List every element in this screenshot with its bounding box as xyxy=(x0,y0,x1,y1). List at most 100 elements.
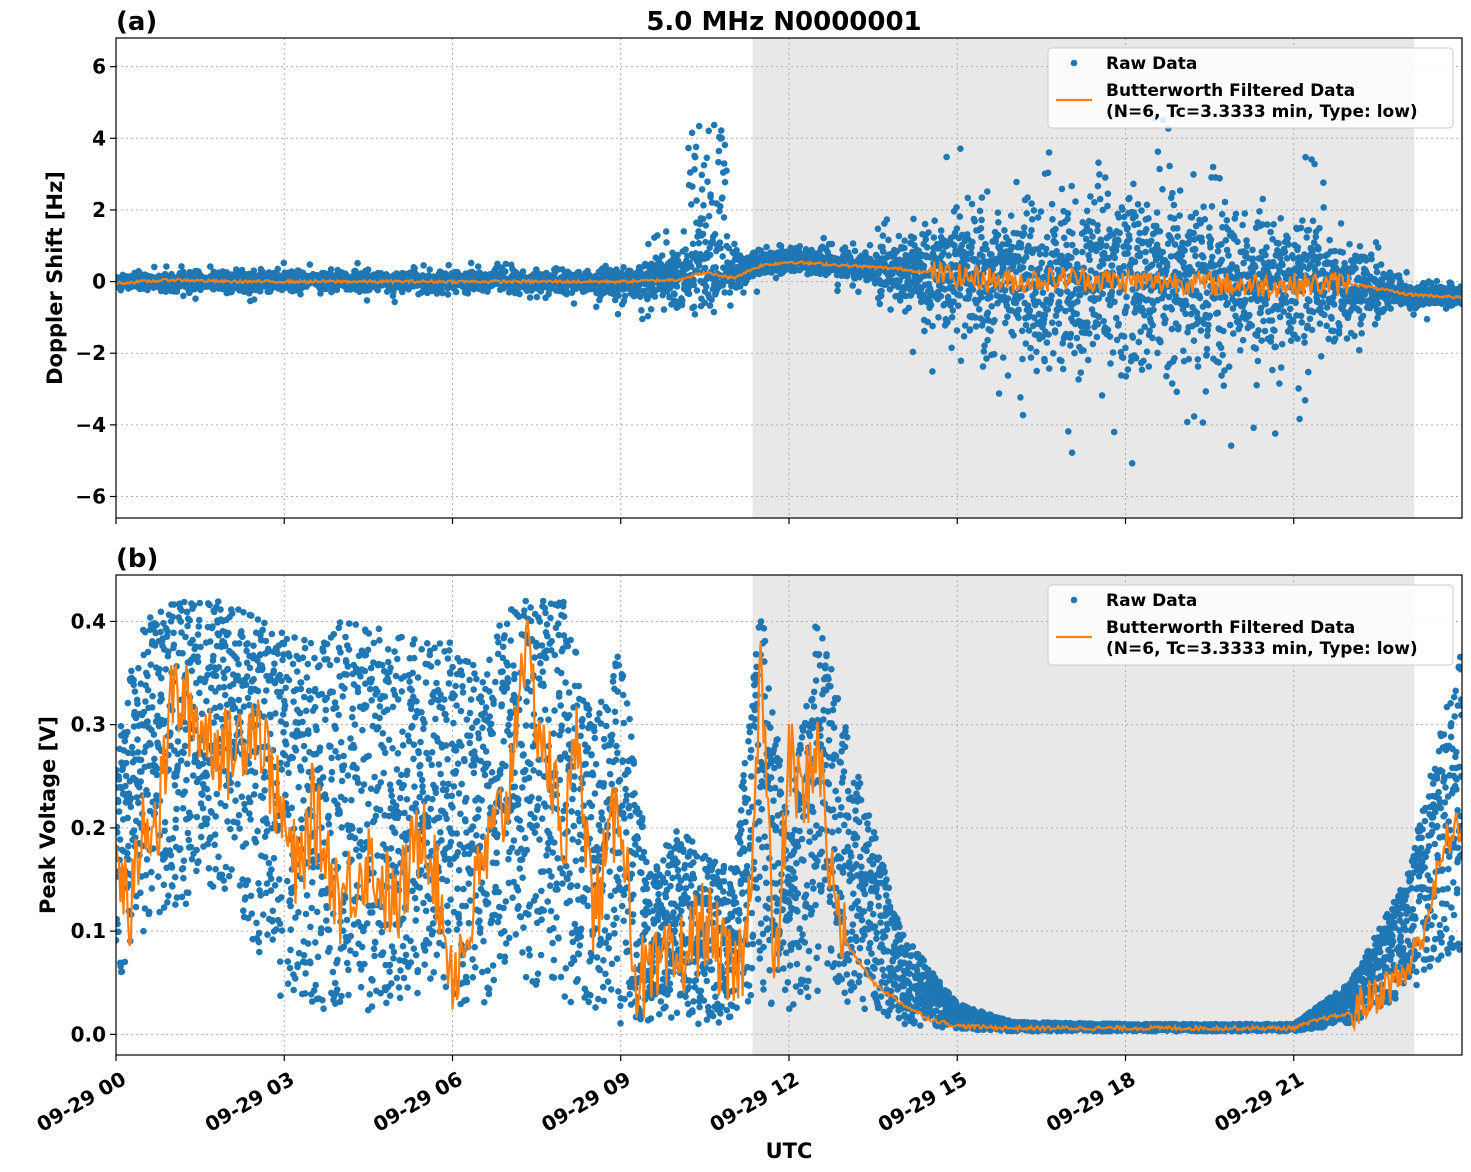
raw-data-point xyxy=(866,241,874,249)
raw-data-point xyxy=(1240,259,1247,267)
raw-data-point xyxy=(723,167,730,174)
raw-data-point xyxy=(1180,347,1187,355)
raw-data-point xyxy=(699,230,707,238)
raw-data-point xyxy=(614,310,622,318)
raw-data-point xyxy=(782,266,790,274)
raw-data-point xyxy=(654,232,661,239)
raw-data-point xyxy=(1199,419,1207,426)
raw-data-point xyxy=(1246,311,1253,319)
raw-data-point xyxy=(1111,254,1119,262)
raw-data-point xyxy=(1330,301,1338,308)
raw-data-point xyxy=(1250,424,1257,432)
raw-data-point xyxy=(990,350,998,358)
raw-data-point xyxy=(1192,252,1199,260)
raw-data-point xyxy=(699,215,707,223)
raw-data-point xyxy=(1041,357,1048,365)
raw-data-point xyxy=(660,306,668,313)
raw-data-point xyxy=(1297,312,1305,320)
raw-data-point xyxy=(1138,366,1146,374)
raw-data-point xyxy=(984,309,992,317)
raw-data-point xyxy=(930,234,938,241)
raw-data-point xyxy=(1071,349,1078,357)
raw-data-point xyxy=(433,290,441,297)
raw-data-point xyxy=(1202,388,1210,395)
raw-data-point xyxy=(719,253,726,260)
raw-data-point xyxy=(1277,215,1284,222)
raw-data-point xyxy=(1323,322,1330,330)
raw-data-point xyxy=(420,262,427,269)
raw-data-point xyxy=(526,294,534,301)
raw-data-point xyxy=(658,252,666,259)
raw-data-point xyxy=(828,240,836,248)
raw-data-point xyxy=(1028,200,1035,207)
raw-data-point xyxy=(1207,236,1215,243)
raw-data-point xyxy=(390,288,397,295)
raw-data-point xyxy=(1252,345,1260,352)
raw-data-point xyxy=(721,289,728,296)
raw-data-point xyxy=(1074,298,1081,305)
raw-data-point xyxy=(620,264,627,271)
raw-data-point xyxy=(1236,322,1244,329)
raw-data-point xyxy=(935,314,942,321)
raw-data-point xyxy=(691,153,699,161)
raw-data-point xyxy=(1028,216,1036,223)
raw-data-point xyxy=(966,326,974,333)
raw-data-point xyxy=(1267,333,1275,341)
raw-data-point xyxy=(1190,171,1197,178)
raw-data-point xyxy=(1106,333,1114,340)
raw-data-point xyxy=(1226,321,1234,329)
raw-data-point xyxy=(1023,210,1030,217)
raw-data-point xyxy=(1328,315,1335,322)
raw-data-point xyxy=(1171,355,1178,362)
raw-data-point xyxy=(920,262,928,270)
raw-data-point xyxy=(851,247,859,255)
raw-data-point xyxy=(1013,178,1020,186)
raw-data-point xyxy=(1351,332,1358,340)
raw-data-point xyxy=(1074,264,1082,271)
raw-data-point xyxy=(1115,320,1122,328)
raw-data-point xyxy=(1093,333,1101,341)
raw-data-point xyxy=(297,290,304,298)
raw-data-point xyxy=(1190,413,1198,420)
raw-data-point xyxy=(1194,363,1202,370)
raw-data-point xyxy=(1194,356,1202,363)
raw-data-point xyxy=(1055,320,1063,328)
raw-data-point xyxy=(921,327,928,335)
raw-data-point xyxy=(1069,230,1076,237)
raw-data-point xyxy=(1038,259,1046,267)
raw-data-point xyxy=(1059,365,1067,373)
raw-data-point xyxy=(1309,217,1317,225)
raw-data-point xyxy=(849,282,856,289)
raw-data-point xyxy=(1159,248,1166,256)
raw-data-point xyxy=(1051,329,1059,336)
raw-data-point xyxy=(1261,327,1269,335)
raw-data-point xyxy=(977,225,985,232)
raw-data-point xyxy=(662,228,670,235)
raw-data-point xyxy=(1358,330,1365,337)
raw-data-point xyxy=(885,236,892,244)
raw-data-point xyxy=(976,207,984,215)
raw-data-point xyxy=(971,217,978,225)
raw-data-point xyxy=(533,293,541,301)
raw-data-point xyxy=(1305,368,1312,376)
raw-data-point xyxy=(180,292,187,300)
raw-data-point xyxy=(849,240,857,247)
raw-data-point xyxy=(697,250,704,258)
raw-data-point xyxy=(712,264,719,271)
raw-data-point xyxy=(1243,242,1251,250)
raw-data-point xyxy=(1138,207,1145,214)
raw-data-point xyxy=(1277,364,1285,371)
raw-data-point xyxy=(1258,337,1265,344)
raw-data-point xyxy=(1305,226,1313,234)
raw-data-point xyxy=(1064,210,1072,217)
raw-data-point xyxy=(1219,351,1226,359)
raw-data-point xyxy=(704,178,711,185)
raw-data-point xyxy=(1068,254,1075,261)
raw-data-point xyxy=(988,251,995,258)
raw-data-point xyxy=(352,267,359,275)
raw-data-point xyxy=(1005,237,1013,245)
raw-data-point xyxy=(1108,288,1116,296)
raw-data-point xyxy=(701,264,709,272)
raw-data-point xyxy=(1203,289,1211,297)
